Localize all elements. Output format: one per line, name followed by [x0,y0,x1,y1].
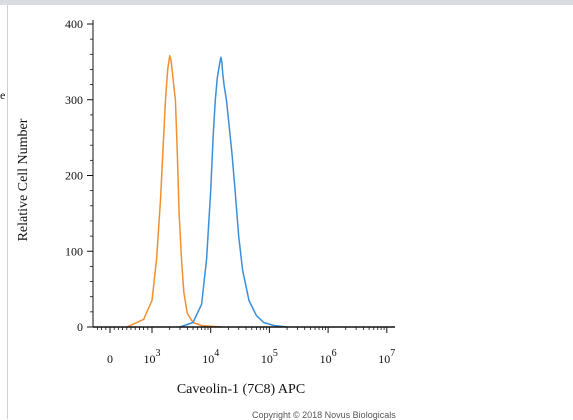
top-frame-bar [0,0,573,5]
y-tick-label: 400 [65,17,83,31]
ticks-layer: 0 100 200 300 400 0 103 104 105 106 107 [65,17,395,366]
edge-mark: e [0,88,6,102]
y-tick-label: 200 [65,169,83,183]
x-tick-label: 105 [261,348,278,366]
left-frame-line [7,5,8,419]
x-axis-title: Caveolin-1 (7C8) APC [177,382,305,397]
histogram-series-1 [126,55,222,328]
x-tick-label: 0 [107,352,113,366]
x-tick-label: 107 [378,348,395,366]
axes-layer [92,20,395,328]
histogram-series-2 [179,56,288,328]
x-tick-label: 103 [144,348,161,366]
y-axis-title: Relative Cell Number [16,118,31,241]
y-tick-label: 0 [77,320,83,334]
x-tick-label: 104 [202,348,219,366]
series-layer [126,55,288,328]
x-tick-label: 106 [320,348,337,366]
copyright-notice: Copyright © 2018 Novus Biologicals [252,410,396,420]
y-tick-label: 300 [65,93,83,107]
y-tick-label: 100 [65,244,83,258]
